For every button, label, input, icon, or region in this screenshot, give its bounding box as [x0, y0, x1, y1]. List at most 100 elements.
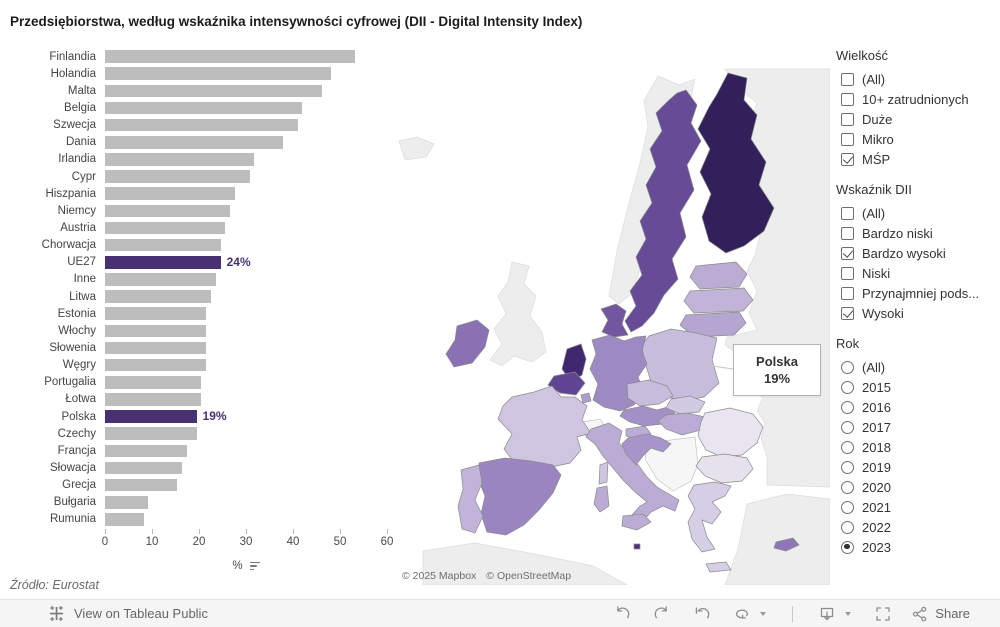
download-dropdown-caret[interactable]	[843, 603, 853, 625]
checkbox[interactable]	[841, 132, 854, 146]
bar-Belgia[interactable]	[105, 101, 303, 115]
refresh-dropdown-caret[interactable]	[758, 603, 768, 625]
map-country-se[interactable]	[624, 89, 702, 333]
view-on-tableau-public[interactable]: View on Tableau Public	[48, 605, 208, 622]
map-country-pt[interactable]	[457, 464, 484, 534]
bar-Niemcy[interactable]	[105, 204, 231, 218]
radio-button[interactable]	[841, 480, 854, 494]
map-country-it[interactable]	[621, 513, 652, 531]
checkbox[interactable]	[841, 152, 854, 166]
map-country-hu[interactable]	[657, 412, 706, 436]
filter-option-year-2015[interactable]: 2015	[836, 377, 998, 397]
radio-button[interactable]	[841, 400, 854, 414]
checkbox[interactable]	[841, 92, 854, 106]
bar-Bułgaria[interactable]	[105, 495, 149, 509]
bar-Finlandia[interactable]	[105, 50, 356, 63]
map-country-cy[interactable]	[773, 537, 800, 552]
filter-option-size-mikro[interactable]: Mikro	[836, 129, 998, 149]
bar-Chorwacja[interactable]	[105, 238, 221, 252]
map-country-ee[interactable]	[689, 261, 748, 290]
bar-Estonia[interactable]	[105, 307, 207, 320]
checkbox[interactable]	[841, 226, 854, 240]
filter-option-size-m-p[interactable]: MŚP	[836, 149, 998, 169]
radio-button[interactable]	[841, 460, 854, 474]
sort-descending-icon[interactable]	[249, 561, 260, 571]
bar-Grecja[interactable]	[105, 478, 178, 492]
revert-button[interactable]	[690, 603, 714, 625]
filter-option-dii-niski[interactable]: Niski	[836, 263, 998, 283]
map-country-fr[interactable]	[497, 385, 592, 468]
undo-button[interactable]	[610, 603, 634, 625]
map-country-lt[interactable]	[679, 311, 747, 338]
map-country-fr[interactable]	[598, 461, 609, 485]
map-country-dk[interactable]	[600, 303, 629, 338]
map-country-hr[interactable]	[621, 433, 672, 466]
filter-option-year-2021[interactable]: 2021	[836, 497, 998, 517]
checkbox[interactable]	[841, 266, 854, 280]
filter-option-year-2023[interactable]: 2023	[836, 537, 998, 557]
filter-option-size--all-[interactable]: (All)	[836, 69, 998, 89]
map-country-sk[interactable]	[665, 395, 706, 415]
filter-option-year-2019[interactable]: 2019	[836, 457, 998, 477]
bar-Austria[interactable]	[105, 221, 226, 235]
map-country-it[interactable]	[593, 485, 610, 513]
radio-button[interactable]	[841, 540, 854, 554]
mapbox-attribution-link[interactable]: © 2025 Mapbox	[402, 570, 477, 582]
filter-option-year-2022[interactable]: 2022	[836, 517, 998, 537]
radio-button[interactable]	[841, 440, 854, 454]
checkbox[interactable]	[841, 206, 854, 220]
checkbox[interactable]	[841, 112, 854, 126]
refresh-button[interactable]	[730, 603, 754, 625]
map-country-bg[interactable]	[695, 453, 754, 484]
bar-Polska[interactable]	[105, 410, 197, 423]
radio-button[interactable]	[841, 380, 854, 394]
checkbox[interactable]	[841, 72, 854, 86]
bar-Hiszpania[interactable]	[105, 187, 236, 200]
filter-option-year-2020[interactable]: 2020	[836, 477, 998, 497]
bar-Francja[interactable]	[105, 444, 187, 458]
filter-option-dii-wysoki[interactable]: Wysoki	[836, 303, 998, 323]
osm-attribution-link[interactable]: © OpenStreetMap	[486, 570, 572, 582]
checkbox[interactable]	[841, 286, 854, 300]
radio-button[interactable]	[841, 500, 854, 514]
bar-Holandia[interactable]	[105, 67, 332, 80]
bar-Słowacja[interactable]	[105, 461, 183, 475]
bar-Portugalia[interactable]	[105, 375, 202, 389]
map-country-fi[interactable]	[697, 72, 775, 254]
filter-option-year--all-[interactable]: (All)	[836, 357, 998, 377]
bar-Włochy[interactable]	[105, 324, 207, 338]
radio-button[interactable]	[841, 420, 854, 434]
radio-button[interactable]	[841, 360, 854, 374]
map-country-lv[interactable]	[683, 287, 754, 314]
filter-option-dii-bardzo-niski[interactable]: Bardzo niski	[836, 223, 998, 243]
redo-button[interactable]	[650, 603, 674, 625]
filter-option-dii-przynajmniej-pods-[interactable]: Przynajmniej pods...	[836, 283, 998, 303]
checkbox[interactable]	[841, 306, 854, 320]
filter-option-size-du-e[interactable]: Duże	[836, 109, 998, 129]
filter-option-year-2018[interactable]: 2018	[836, 437, 998, 457]
map-country-es[interactable]	[478, 457, 562, 536]
map-country-ie[interactable]	[445, 319, 490, 368]
map-country-cz[interactable]	[626, 379, 674, 407]
filter-option-year-2017[interactable]: 2017	[836, 417, 998, 437]
map-country-gr[interactable]	[705, 561, 732, 573]
bar-Węgry[interactable]	[105, 358, 207, 372]
bar-Litwa[interactable]	[105, 290, 211, 303]
bar-Łotwa[interactable]	[105, 393, 202, 406]
fullscreen-button[interactable]	[871, 603, 895, 625]
bar-Irlandia[interactable]	[105, 153, 255, 166]
download-button[interactable]	[815, 603, 839, 625]
bar-Dania[interactable]	[105, 135, 284, 149]
filter-option-dii--all-[interactable]: (All)	[836, 203, 998, 223]
bar-Czechy[interactable]	[105, 427, 197, 440]
filter-option-dii-bardzo-wysoki[interactable]: Bardzo wysoki	[836, 243, 998, 263]
bar-Cypr[interactable]	[105, 170, 250, 183]
share-button[interactable]: Share	[905, 604, 976, 624]
bar-Rumunia[interactable]	[105, 513, 144, 526]
map-country-nl[interactable]	[561, 343, 587, 383]
map-country-mt[interactable]	[633, 543, 641, 550]
bar-Malta[interactable]	[105, 84, 322, 98]
bar-Słowenia[interactable]	[105, 341, 207, 355]
radio-button[interactable]	[841, 520, 854, 534]
map-country-gr[interactable]	[687, 481, 732, 553]
